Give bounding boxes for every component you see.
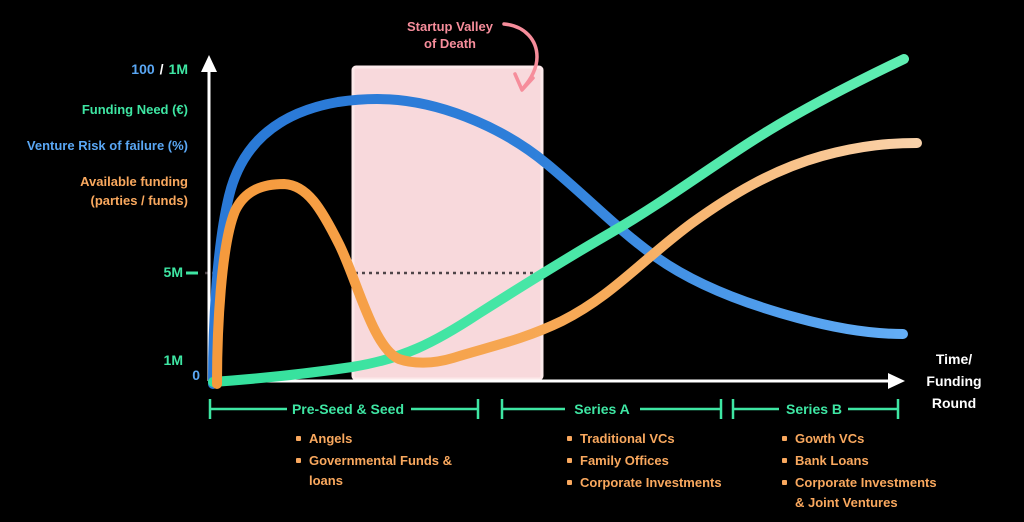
bullet-icon	[782, 436, 787, 441]
bullet-icon	[567, 436, 572, 441]
list-item: Corporate Investments	[567, 473, 737, 493]
list-item-text: Traditional VCs	[580, 431, 675, 446]
legend-available-funding-line2: (parties / funds)	[90, 193, 188, 208]
valley-annotation-label: Startup Valley of Death	[392, 18, 508, 52]
legend-available-funding: Available funding (parties / funds)	[80, 172, 188, 210]
stage-brackets	[208, 399, 900, 419]
list-item: Gowth VCs	[782, 429, 940, 449]
investor-list-series-b: Gowth VCs Bank Loans Corporate Investments…	[782, 429, 940, 515]
list-item-text: Angels	[309, 431, 353, 446]
stage-label-series-b: Series B	[785, 401, 843, 417]
legend-funding-need: Funding Need (€)	[81, 102, 188, 117]
x-axis-label-line3: Round	[931, 395, 977, 411]
bullet-icon	[782, 458, 787, 463]
stage-label-series-a: Series A	[574, 401, 630, 417]
y-max-funding: 1M	[168, 61, 188, 77]
funding-need-curve	[208, 54, 909, 387]
y-max-separator: /	[159, 61, 164, 77]
valley-annotation-line2: of Death	[424, 36, 476, 51]
list-item-text: Governmental Funds & loans	[309, 453, 453, 488]
investor-list-preseed: Angels Governmental Funds & loans	[296, 429, 462, 493]
available-funding-curve	[212, 138, 922, 389]
x-axis-label: Time/ Funding Round	[908, 348, 1000, 414]
valley-annotation-line1: Startup Valley	[407, 19, 493, 34]
list-item-text: Bank Loans	[795, 453, 869, 468]
y-max-risk: 100	[131, 61, 155, 77]
bullet-icon	[296, 458, 301, 463]
investor-list-series-a: Traditional VCs Family Offices Corporate I…	[567, 429, 737, 495]
x-axis-label-line2: Funding	[926, 373, 982, 389]
venture-risk-curve	[208, 94, 908, 389]
y-axis-max-label: 100 / 1M	[131, 61, 188, 77]
stage-label-preseed: Pre-Seed & Seed	[291, 401, 405, 417]
x-axis-label-line1: Time/	[935, 351, 973, 367]
y-axis-arrowhead-icon	[201, 55, 217, 72]
list-item: Governmental Funds & loans	[296, 451, 462, 491]
list-item-text: Corporate Investments	[580, 475, 722, 490]
legend-available-funding-line1: Available funding	[80, 174, 188, 189]
list-item: Angels	[296, 429, 462, 449]
list-item-text: Family Offices	[580, 453, 669, 468]
bullet-icon	[782, 480, 787, 485]
list-item: Corporate Investments & Joint Ventures	[782, 473, 940, 513]
list-item: Bank Loans	[782, 451, 940, 471]
legend-venture-risk: Venture Risk of failure (%)	[26, 138, 188, 153]
bullet-icon	[567, 458, 572, 463]
bullet-icon	[567, 480, 572, 485]
x-axis-arrowhead-icon	[888, 373, 905, 389]
valley-arrow-icon	[502, 22, 539, 92]
list-item-text: Gowth VCs	[795, 431, 865, 446]
bullet-icon	[296, 436, 301, 441]
list-item: Traditional VCs	[567, 429, 737, 449]
y-tick-0: 0	[192, 367, 200, 383]
list-item: Family Offices	[567, 451, 737, 471]
y-tick-5m: 5M	[163, 264, 183, 280]
list-item-text: Corporate Investments & Joint Ventures	[795, 475, 937, 510]
y-tick-1m: 1M	[163, 352, 183, 368]
